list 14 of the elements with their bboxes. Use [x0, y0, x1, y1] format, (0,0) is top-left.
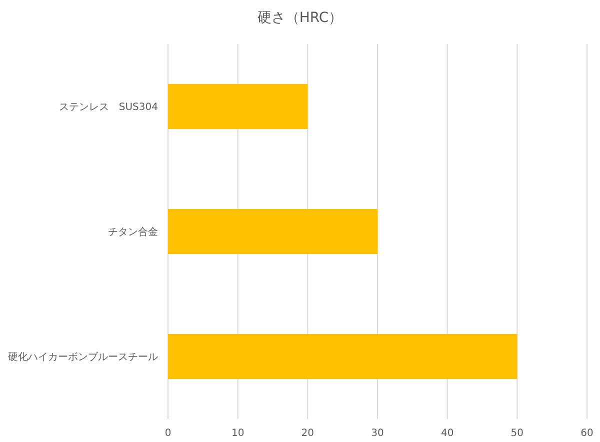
- bar: [168, 84, 308, 129]
- y-tick-label: チタン合金: [108, 226, 158, 238]
- x-tick-label: 60: [580, 428, 594, 439]
- x-tick-label: 30: [371, 428, 384, 439]
- x-tick-label: 40: [440, 428, 454, 439]
- chart-title: 硬さ（HRC）: [257, 10, 343, 26]
- y-tick-label: 硬化ハイカーボンブルースチール: [8, 351, 158, 363]
- x-tick-label: 50: [510, 428, 524, 439]
- bar: [168, 334, 518, 379]
- x-tick-label: 0: [164, 428, 172, 439]
- x-tick-label: 10: [231, 428, 244, 439]
- y-tick-label: ステンレス SUS304: [58, 102, 158, 113]
- bar: [168, 209, 378, 254]
- x-tick-label: 20: [301, 428, 314, 439]
